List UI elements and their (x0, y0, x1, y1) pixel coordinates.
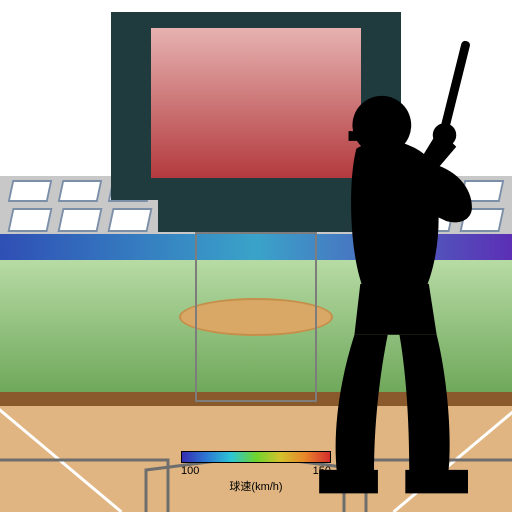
stands-panel (7, 208, 52, 232)
stands-panel (58, 208, 103, 232)
stands-panel (108, 208, 153, 232)
batter-silhouette (280, 40, 512, 512)
speed-legend-label: 球速(km/h) (181, 478, 331, 494)
stands-panel (58, 180, 103, 202)
speed-legend-ticks: 100 150 (181, 465, 331, 477)
stage: 100 150 球速(km/h) (0, 0, 512, 512)
speed-tick-min: 100 (181, 465, 199, 477)
stands-panel (8, 180, 53, 202)
speed-tick-max: 150 (313, 465, 331, 477)
speed-legend-bar (181, 451, 331, 463)
speed-legend: 100 150 球速(km/h) (181, 451, 331, 494)
